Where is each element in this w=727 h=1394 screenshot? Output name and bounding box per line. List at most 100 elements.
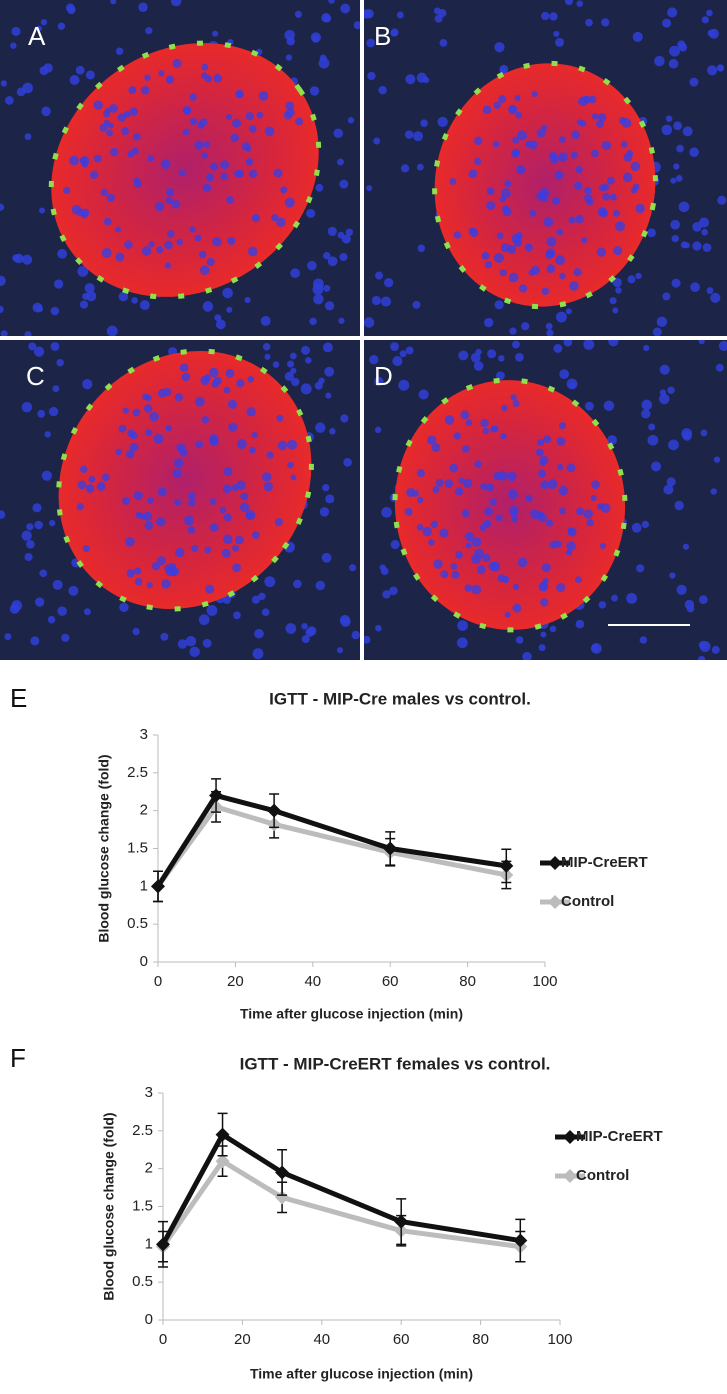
nucleus — [576, 0, 584, 8]
chart-title: IGTT - MIP-CreERT females vs control. — [240, 1054, 551, 1073]
nucleus — [575, 576, 582, 583]
nucleus — [236, 439, 247, 450]
nucleus — [208, 367, 219, 378]
nucleus — [271, 214, 279, 222]
nucleus — [581, 237, 588, 244]
nucleus — [44, 431, 51, 438]
series-line — [155, 792, 507, 888]
legend-marker — [548, 856, 562, 870]
nucleus — [315, 580, 326, 591]
nucleus — [145, 394, 152, 402]
nucleus — [675, 175, 683, 182]
nucleus — [545, 250, 554, 260]
nucleus — [611, 594, 618, 602]
nucleus — [398, 379, 410, 391]
nucleus — [140, 86, 150, 95]
nucleus — [284, 197, 295, 208]
nucleus — [202, 638, 212, 648]
nucleus — [599, 542, 607, 550]
nucleus — [494, 42, 505, 53]
nucleus — [495, 371, 505, 381]
nucleus — [545, 322, 553, 330]
nucleus — [489, 498, 497, 506]
nucleus — [50, 306, 60, 316]
nucleus — [128, 86, 137, 95]
nucleus — [590, 494, 597, 502]
nucleus — [82, 378, 93, 390]
nucleus — [575, 166, 583, 174]
nucleus — [110, 0, 117, 5]
nucleus — [541, 11, 550, 21]
nucleus — [181, 372, 191, 382]
nucleus — [157, 487, 167, 497]
nucleus — [221, 548, 231, 558]
y-tick-label: 1.5 — [127, 839, 148, 856]
nucleus — [52, 385, 60, 393]
nucleus — [676, 144, 684, 153]
nucleus — [227, 236, 236, 246]
nucleus — [121, 127, 130, 136]
nucleus — [384, 277, 394, 288]
nucleus — [351, 630, 360, 640]
nucleus — [449, 178, 457, 185]
y-tick-label: 1.5 — [132, 1197, 153, 1214]
nucleus — [327, 256, 338, 267]
nucleus — [178, 169, 186, 177]
nucleus — [76, 503, 84, 511]
nucleus — [567, 527, 577, 537]
nucleus — [486, 187, 495, 196]
nucleus — [0, 305, 4, 314]
nucleus — [240, 492, 249, 501]
nucleus — [300, 383, 312, 395]
nucleus — [212, 237, 222, 247]
nucleus — [5, 96, 14, 105]
nucleus — [4, 633, 12, 641]
nucleus — [223, 386, 231, 394]
nucleus — [83, 608, 91, 616]
nucleus — [716, 64, 725, 72]
nucleus — [141, 246, 152, 256]
nucleus — [11, 600, 23, 611]
nucleus — [389, 586, 398, 596]
nucleus — [195, 440, 204, 449]
nucleus — [65, 3, 75, 13]
nucleus — [682, 543, 690, 550]
nucleus — [439, 528, 449, 538]
nucleus — [174, 547, 185, 558]
nucleus — [194, 396, 205, 407]
nucleus — [558, 485, 569, 496]
nucleus — [285, 54, 293, 61]
nucleus — [174, 393, 184, 402]
nucleus — [52, 579, 63, 590]
nucleus — [537, 513, 547, 523]
nucleus — [540, 480, 550, 490]
nucleus — [172, 468, 182, 478]
nucleus — [536, 191, 546, 201]
nucleus — [118, 424, 127, 433]
nucleus — [639, 636, 648, 644]
nucleus — [535, 448, 544, 457]
x-axis-label: Time after glucose injection (min) — [240, 1006, 463, 1022]
legend-label: MIP-CreERT — [561, 854, 648, 871]
nucleus — [68, 585, 79, 596]
nucleus — [681, 428, 693, 440]
nucleus — [82, 545, 90, 553]
nucleus — [698, 217, 710, 228]
nucleus — [451, 570, 460, 579]
nucleus — [215, 319, 226, 330]
nucleus — [373, 137, 381, 145]
nucleus — [345, 228, 354, 237]
nucleus — [340, 414, 349, 423]
nucleus — [375, 624, 382, 632]
nucleus — [555, 37, 565, 47]
nucleus — [554, 170, 564, 180]
nucleus — [202, 183, 212, 192]
nucleus — [450, 563, 458, 571]
nucleus — [206, 605, 218, 616]
nucleus — [541, 287, 550, 295]
nucleus — [718, 340, 727, 351]
nucleus — [576, 507, 585, 516]
y-tick-label: 3 — [140, 726, 148, 743]
nucleus — [48, 519, 56, 527]
nucleus — [715, 363, 724, 372]
